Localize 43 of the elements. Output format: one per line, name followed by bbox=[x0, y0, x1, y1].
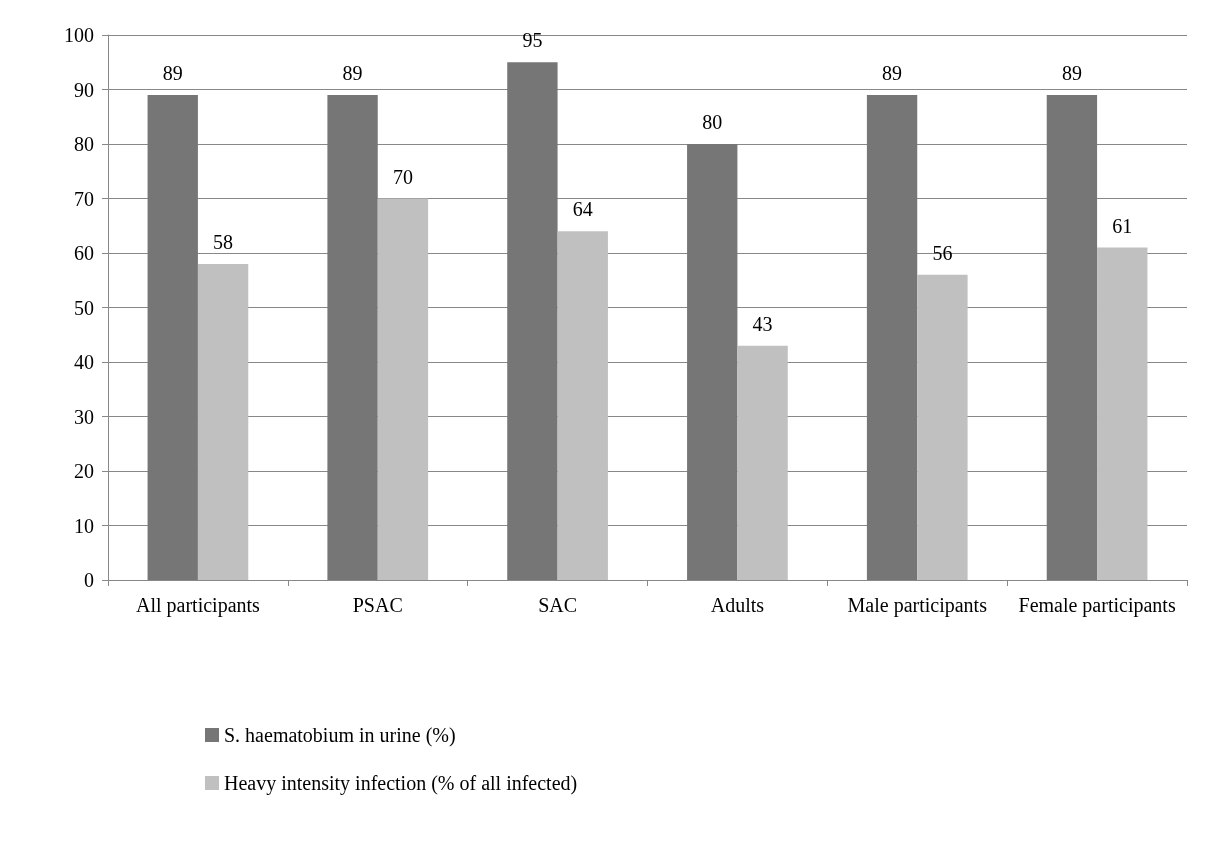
x-tick-label: PSAC bbox=[352, 594, 403, 616]
data-label: 95 bbox=[522, 29, 543, 52]
x-tick-label: Adults bbox=[710, 594, 765, 616]
bar bbox=[327, 94, 378, 580]
data-label: 58 bbox=[213, 230, 234, 253]
y-tick-label: 100 bbox=[64, 24, 94, 46]
bar bbox=[377, 198, 429, 580]
y-tick-label: 0 bbox=[84, 569, 94, 591]
y-tick-label: 50 bbox=[74, 296, 94, 319]
bar bbox=[197, 263, 249, 580]
y-tick-label: 60 bbox=[74, 242, 94, 264]
bar bbox=[737, 345, 788, 580]
x-tick-label: Male participants bbox=[847, 594, 988, 617]
bar bbox=[1046, 94, 1098, 580]
data-label: 64 bbox=[572, 198, 593, 221]
bar bbox=[866, 94, 918, 580]
bar bbox=[917, 274, 968, 580]
x-tick-label: SAC bbox=[538, 594, 578, 616]
bar bbox=[507, 62, 558, 580]
y-tick-label: 80 bbox=[74, 133, 94, 155]
data-label: 89 bbox=[882, 61, 903, 84]
legend-label: S. haematobium in urine (%) bbox=[224, 724, 456, 747]
y-tick-label: 10 bbox=[74, 514, 94, 537]
data-label: 89 bbox=[342, 61, 363, 84]
data-label: 43 bbox=[752, 312, 773, 335]
y-tick-label: 90 bbox=[74, 78, 94, 101]
data-label: 61 bbox=[1112, 214, 1133, 237]
data-label: 89 bbox=[1061, 61, 1082, 84]
y-tick-label: 40 bbox=[74, 351, 94, 373]
bar bbox=[147, 94, 198, 580]
x-tick-label: Female participants bbox=[1018, 594, 1176, 617]
bar bbox=[687, 144, 738, 580]
bar bbox=[1097, 247, 1148, 580]
data-label: 89 bbox=[162, 61, 183, 84]
data-label: 56 bbox=[932, 241, 953, 264]
y-tick-label: 30 bbox=[74, 405, 94, 428]
bar bbox=[557, 231, 608, 580]
data-label: 80 bbox=[702, 111, 723, 133]
y-tick-label: 20 bbox=[74, 460, 94, 482]
legend-label: Heavy intensity infection (% of all infected) bbox=[224, 772, 578, 795]
x-tick-label: All participants bbox=[135, 594, 261, 617]
y-tick-label: 70 bbox=[74, 187, 94, 210]
data-label: 70 bbox=[392, 165, 413, 188]
